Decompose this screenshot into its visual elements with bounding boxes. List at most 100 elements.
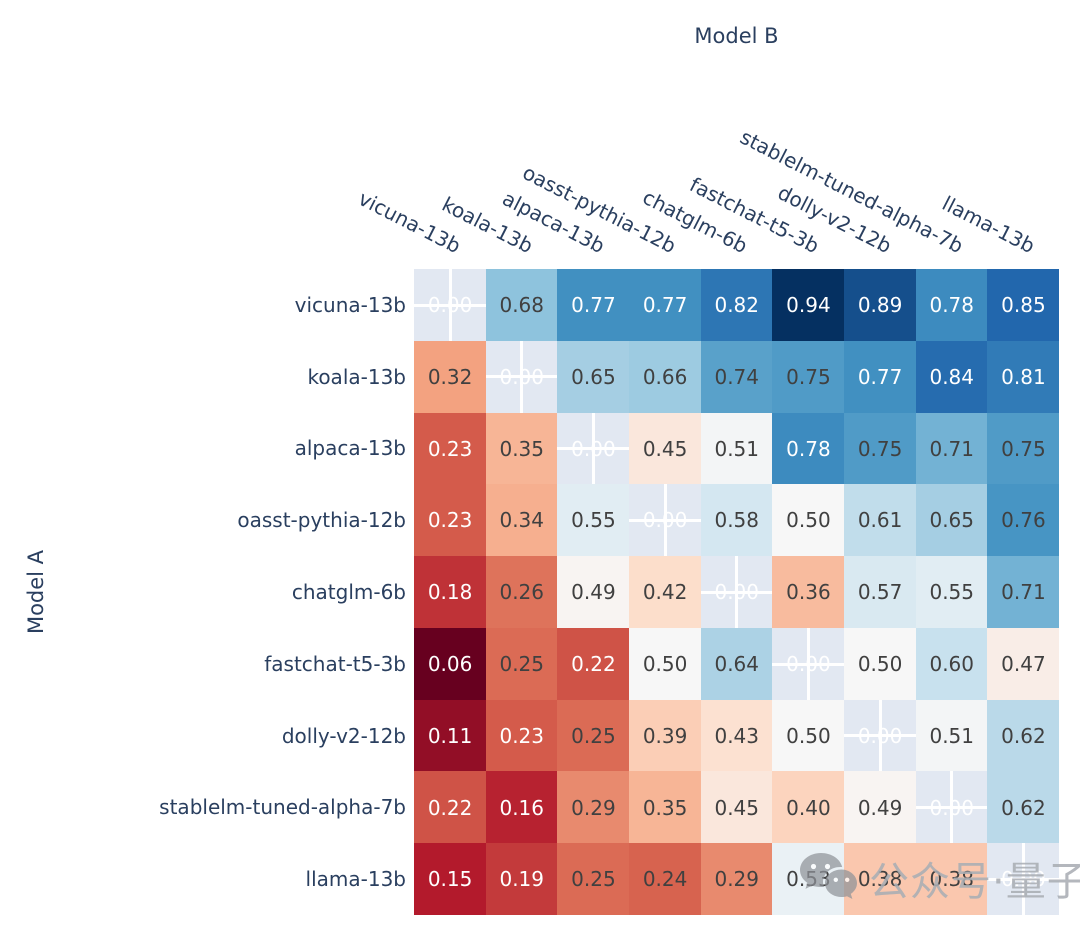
cell-value: 0.00 (571, 436, 616, 461)
gridline (878, 699, 882, 772)
cell-value: 0.00 (1001, 867, 1046, 892)
heatmap-cell: 0.45 (700, 771, 773, 844)
y-tick-label-koala-13b: koala-13b (307, 364, 406, 389)
y-tick-label-vicuna-13b: vicuna-13b (294, 292, 406, 317)
cell-value: 0.50 (786, 723, 831, 748)
heatmap-cell: 0.40 (772, 771, 845, 844)
heatmap-cell: 0.00 (629, 484, 702, 557)
heatmap-cell: 0.64 (700, 627, 773, 701)
cell-value: 0.49 (571, 580, 616, 605)
cell-value: 0.43 (714, 723, 759, 748)
cell-value: 0.23 (427, 436, 473, 461)
heatmap-cell: 0.25 (557, 843, 630, 916)
cell-value: 0.19 (499, 867, 544, 892)
cell-value: 0.00 (714, 580, 759, 605)
cell-value: 0.29 (571, 795, 616, 820)
cell-value: 0.89 (857, 293, 903, 318)
cell-value: 0.15 (427, 867, 473, 892)
cell-value: 0.22 (571, 652, 616, 676)
heatmap-cell: 0.51 (915, 699, 988, 772)
heatmap-cell: 0.50 (772, 699, 845, 772)
heatmap-cell: 0.34 (485, 484, 558, 557)
cell-value: 0.50 (642, 652, 688, 676)
cell-value: 0.78 (929, 293, 974, 318)
heatmap-cell: 0.50 (844, 627, 917, 701)
gridline (950, 771, 954, 844)
cell-value: 0.71 (1001, 580, 1046, 605)
cell-value: 0.78 (786, 436, 831, 461)
gridline (591, 412, 595, 485)
heatmap-cell: 0.43 (700, 699, 773, 772)
cell-value: 0.51 (929, 723, 974, 748)
heatmap-cell: 0.89 (844, 269, 917, 342)
heatmap-cell: 0.00 (772, 627, 845, 701)
heatmap-cell: 0.23 (414, 412, 487, 485)
cell-value: 0.75 (857, 436, 903, 461)
cell-value: 0.25 (571, 867, 616, 892)
cell-value: 0.85 (1001, 293, 1046, 318)
cell-value: 0.94 (786, 293, 831, 318)
cell-value: 0.38 (929, 867, 974, 892)
heatmap-cell: 0.49 (844, 771, 917, 844)
heatmap-cell: 0.22 (557, 627, 630, 701)
heatmap-cell: 0.18 (414, 556, 487, 629)
cell-value: 0.34 (499, 508, 544, 533)
cell-value: 0.55 (571, 508, 616, 533)
heatmap-cell: 0.06 (414, 627, 487, 701)
gridline (448, 269, 452, 342)
heatmap-cell: 0.51 (700, 412, 773, 485)
heatmap-cell: 0.42 (629, 556, 702, 629)
heatmap-cell: 0.57 (844, 556, 917, 629)
y-tick-label-fastchat-t5-3b: fastchat-t5-3b (264, 651, 406, 676)
y-tick-label-alpaca-13b: alpaca-13b (294, 436, 406, 461)
heatmap-cell: 0.94 (772, 269, 845, 342)
cell-value: 0.49 (857, 795, 903, 820)
heatmap-cell: 0.61 (844, 484, 917, 557)
heatmap-cell: 0.39 (629, 699, 702, 772)
cell-value: 0.57 (857, 580, 903, 605)
cell-value: 0.00 (642, 508, 688, 533)
heatmap-cell: 0.68 (485, 269, 558, 342)
heatmap-cell: 0.77 (629, 269, 702, 342)
heatmap-cell: 0.78 (915, 269, 988, 342)
heatmap-cell: 0.11 (414, 699, 487, 772)
heatmap-cell: 0.53 (772, 843, 845, 916)
heatmap-cell: 0.15 (414, 843, 487, 916)
cell-value: 0.00 (499, 364, 544, 389)
cell-value: 0.82 (714, 293, 759, 318)
heatmap-cell: 0.50 (772, 484, 845, 557)
cell-value: 0.75 (1001, 436, 1046, 461)
heatmap-cell: 0.60 (915, 627, 988, 701)
heatmap-cell: 0.49 (557, 556, 630, 629)
cell-value: 0.61 (857, 508, 903, 533)
cell-value: 0.00 (427, 293, 473, 318)
heatmap-cell: 0.35 (485, 412, 558, 485)
y-tick-label-oasst-pythia-12b: oasst-pythia-12b (237, 508, 406, 533)
heatmap-cell: 0.65 (557, 340, 630, 414)
heatmap-cell: 0.19 (485, 843, 558, 916)
heatmap-cell: 0.81 (987, 340, 1060, 414)
cell-value: 0.32 (427, 364, 473, 389)
gridline (735, 556, 739, 629)
heatmap-cell: 0.62 (987, 699, 1060, 772)
cell-value: 0.26 (499, 580, 544, 605)
gridline (806, 627, 810, 701)
heatmap-cell: 0.38 (915, 843, 988, 916)
cell-value: 0.18 (427, 580, 473, 605)
cell-value: 0.11 (427, 723, 473, 748)
heatmap-cell: 0.00 (915, 771, 988, 844)
cell-value: 0.77 (571, 293, 616, 318)
heatmap-cell: 0.32 (414, 340, 487, 414)
heatmap-cell: 0.00 (987, 843, 1060, 916)
cell-value: 0.60 (929, 652, 974, 676)
heatmap-cell: 0.55 (915, 556, 988, 629)
y-tick-label-llama-13b: llama-13b (305, 867, 406, 892)
cell-value: 0.84 (929, 364, 974, 389)
heatmap-cell: 0.26 (485, 556, 558, 629)
cell-value: 0.81 (1001, 364, 1046, 389)
heatmap-cell: 0.74 (700, 340, 773, 414)
cell-value: 0.55 (929, 580, 974, 605)
heatmap-cell: 0.16 (485, 771, 558, 844)
heatmap-cell: 0.47 (987, 627, 1060, 701)
